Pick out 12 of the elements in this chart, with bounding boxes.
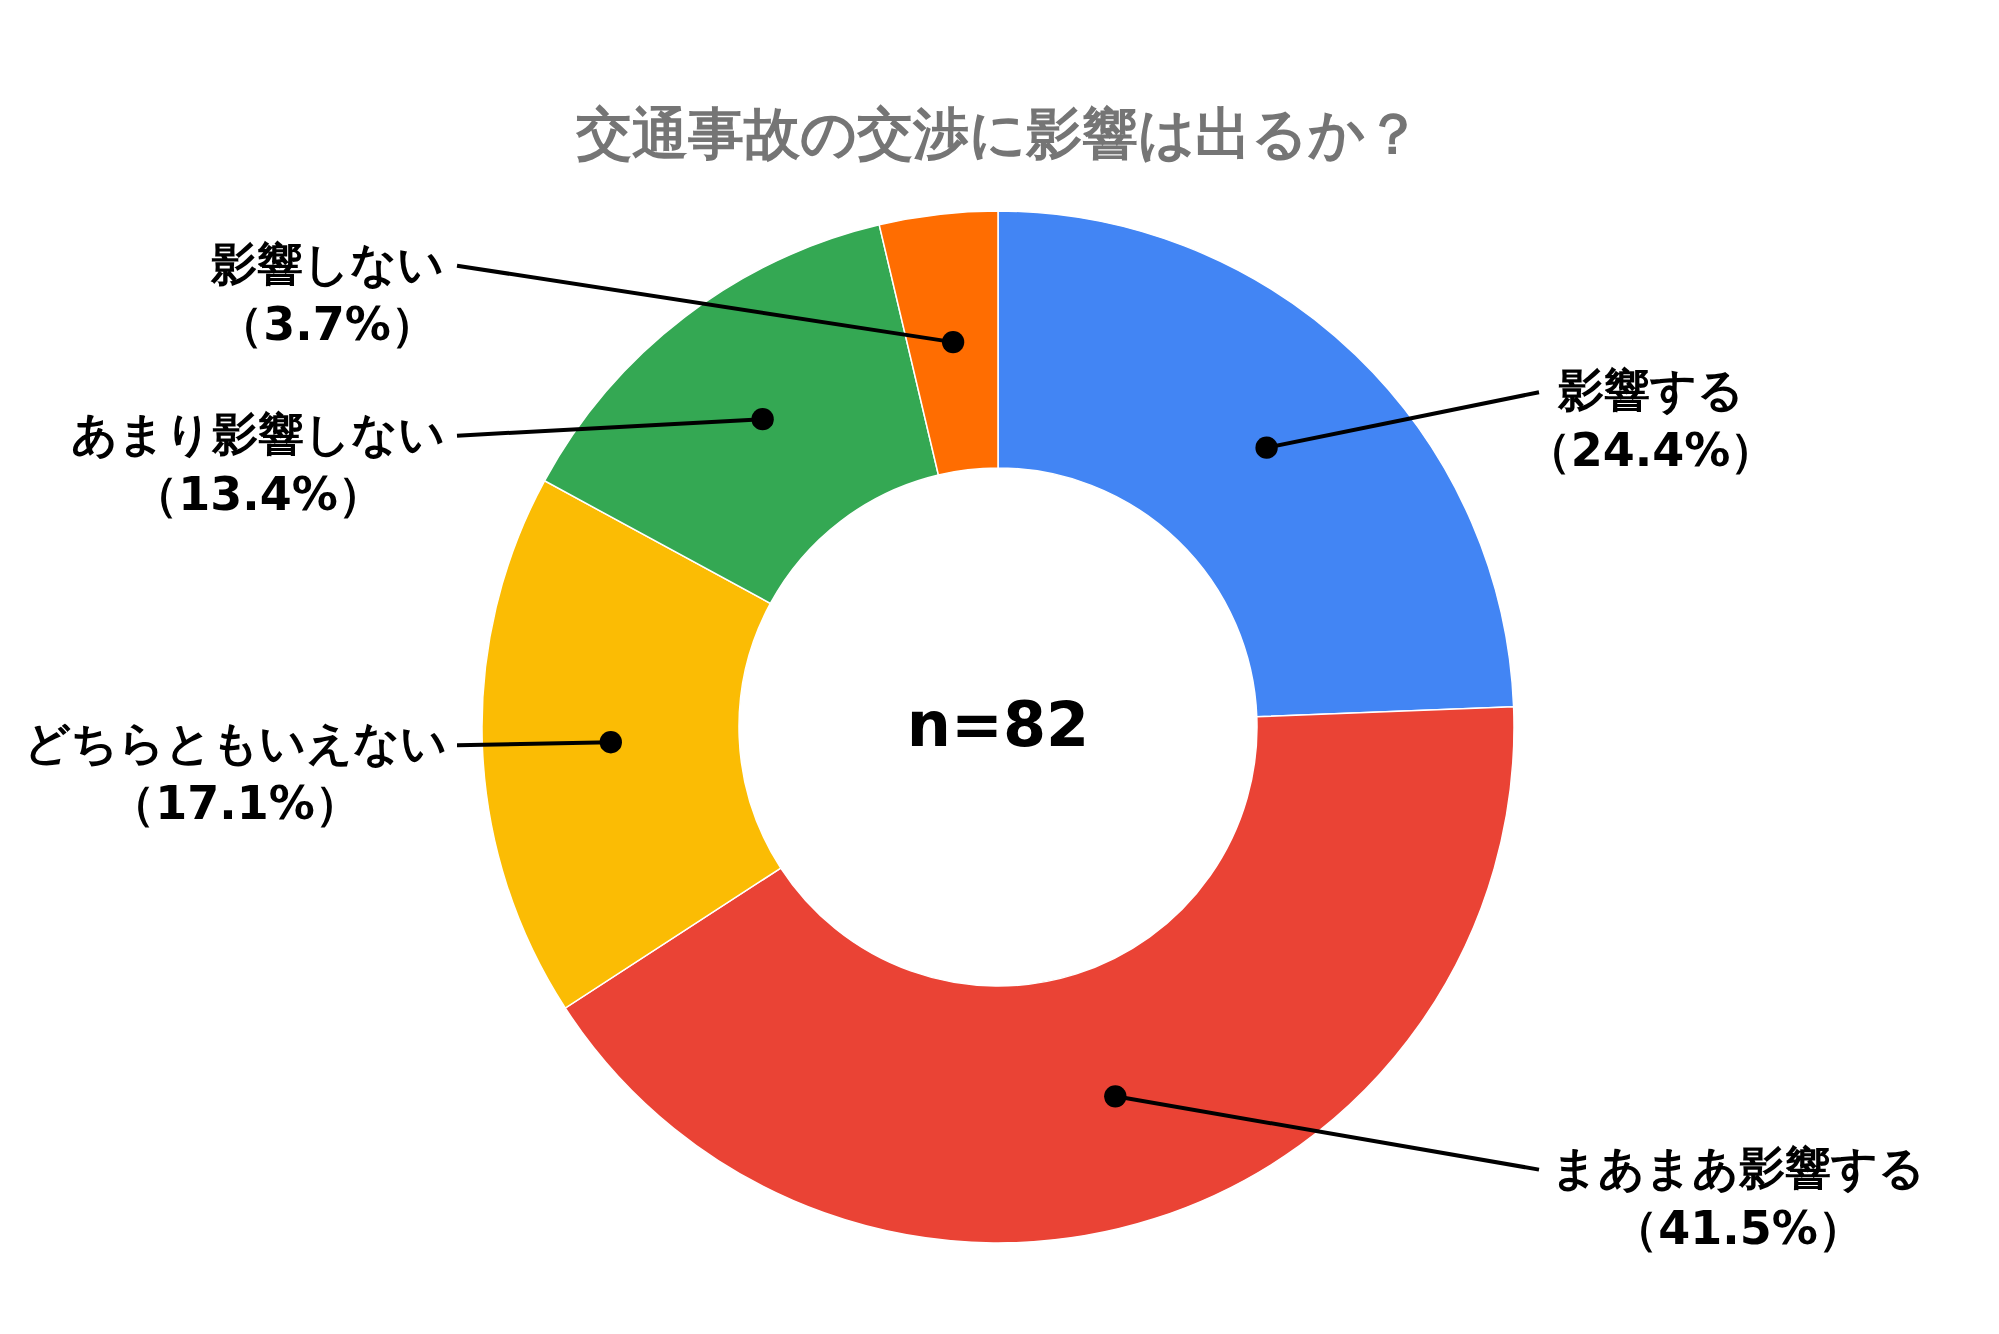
slice-label: あまり影響しない — [71, 406, 445, 461]
data-label: （3.7%） — [217, 296, 437, 351]
data-label: （24.4%） — [1524, 423, 1777, 478]
data-label: （13.4%） — [132, 466, 384, 521]
chart-title: 交通事故の交渉に影響は出るか？ — [574, 101, 1421, 166]
data-label: （17.1%） — [109, 776, 361, 831]
slice-label: まあまあ影響する — [1551, 1140, 1925, 1195]
slice-label: どちらともいえない — [23, 716, 447, 771]
slice-label: 影響しない — [209, 236, 444, 291]
slice-label: 影響する — [1556, 363, 1744, 418]
data-label: （41.5%） — [1612, 1200, 1864, 1255]
text: n=82 — [906, 688, 1090, 761]
